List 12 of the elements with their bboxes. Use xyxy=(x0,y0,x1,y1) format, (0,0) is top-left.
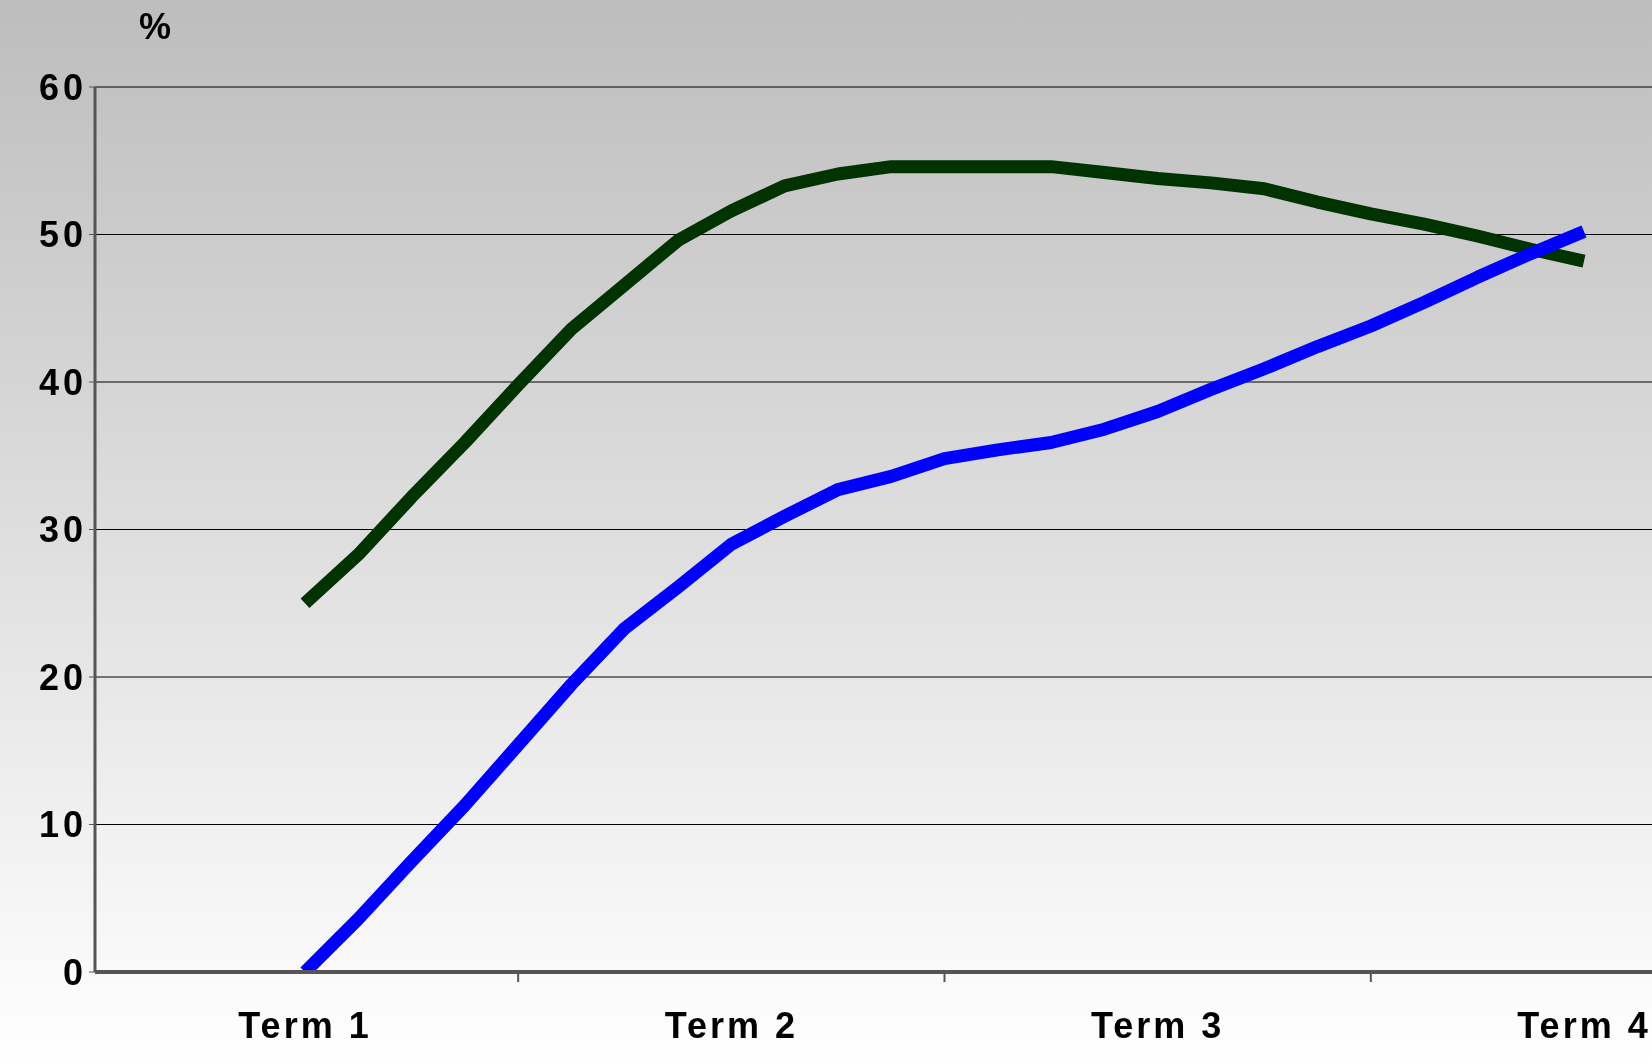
y-tick-label: 50 xyxy=(38,214,87,256)
y-tick-label: 0 xyxy=(62,951,87,993)
y-tick-label: 20 xyxy=(38,656,87,698)
x-tick-label: Term 3 xyxy=(1090,1005,1225,1046)
y-tick-label: 30 xyxy=(38,509,87,551)
y-tick-label: 10 xyxy=(38,804,87,846)
x-tick-label: Term 2 xyxy=(664,1005,799,1046)
y-axis-title: % xyxy=(138,6,172,47)
y-tick-label: 40 xyxy=(38,361,87,403)
x-tick-label: Term 1 xyxy=(238,1005,372,1046)
y-tick-label: 60 xyxy=(38,66,87,108)
x-tick-label: Term 4 xyxy=(1517,1005,1651,1046)
